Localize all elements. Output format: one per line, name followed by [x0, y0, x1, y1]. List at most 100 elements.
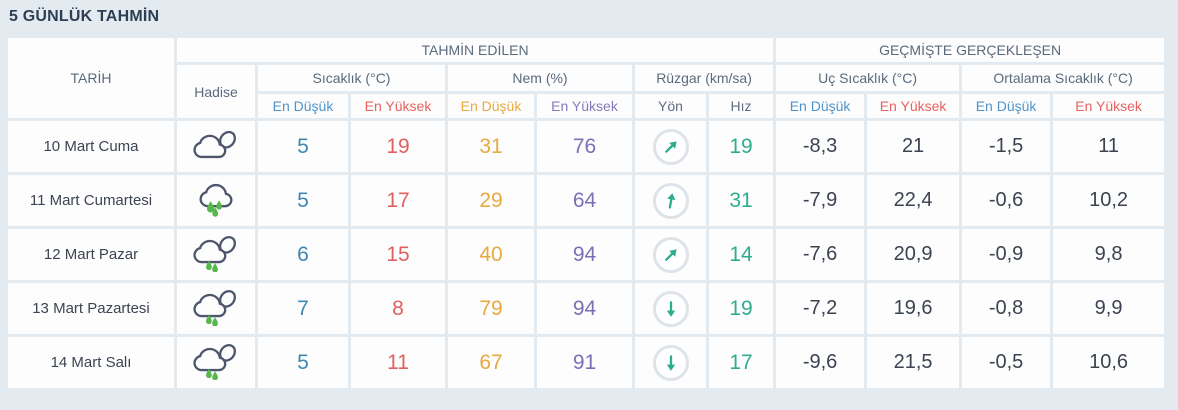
date-cell: 10 Mart Cuma [8, 121, 174, 172]
subheader-average-min: En Düşük [962, 94, 1051, 118]
weather-icon [193, 287, 239, 326]
wind-direction-icon [652, 182, 689, 219]
average-max-cell: 10,2 [1053, 175, 1165, 226]
table-row: 13 Mart Pazartesi 7 8 79 94 19 -7,2 19,6… [8, 283, 1165, 334]
humidity-max-cell: 76 [537, 121, 632, 172]
humidity-min-cell: 29 [448, 175, 534, 226]
forecast-table: TARİH TAHMİN EDİLEN GEÇMİŞTE GERÇEKLEŞEN… [5, 35, 1167, 391]
humidity-min-cell: 67 [448, 337, 534, 388]
column-header-humidity: Nem (%) [448, 65, 632, 91]
subheader-wind-direction: Yön [635, 94, 706, 118]
weather-condition-cell [177, 229, 255, 280]
wind-direction-cell [635, 121, 706, 172]
wind-direction-icon [652, 236, 689, 273]
wind-speed-cell: 31 [709, 175, 774, 226]
temp-min-cell: 6 [258, 229, 348, 280]
average-max-cell: 11 [1053, 121, 1165, 172]
subheader-humidity-min: En Düşük [448, 94, 534, 118]
subheader-humidity-max: En Yüksek [537, 94, 632, 118]
group-header-predicted: TAHMİN EDİLEN [177, 38, 774, 62]
average-min-cell: -0,8 [962, 283, 1051, 334]
extreme-min-cell: -7,6 [776, 229, 865, 280]
wind-direction-cell [635, 337, 706, 388]
table-row: 10 Mart Cuma 5 19 31 76 19 -8,3 21 -1,5 [8, 121, 1165, 172]
average-max-cell: 9,8 [1053, 229, 1165, 280]
average-min-cell: -0,9 [962, 229, 1051, 280]
column-header-extreme-temperature: Uç Sıcaklık (°C) [776, 65, 960, 91]
wind-speed-cell: 19 [709, 283, 774, 334]
humidity-min-cell: 31 [448, 121, 534, 172]
forecast-panel: 5 GÜNLÜK TAHMİN TARİH TAHMİN EDİLEN GEÇM… [5, 8, 1167, 391]
humidity-max-cell: 64 [537, 175, 632, 226]
date-cell: 13 Mart Pazartesi [8, 283, 174, 334]
wind-direction-icon [652, 128, 689, 165]
column-header-temperature: Sıcaklık (°C) [258, 65, 445, 91]
cloudy-rainy-icon [193, 289, 236, 326]
date-cell: 11 Mart Cumartesi [8, 175, 174, 226]
humidity-min-cell: 40 [448, 229, 534, 280]
average-min-cell: -0,5 [962, 337, 1051, 388]
date-cell: 12 Mart Pazar [8, 229, 174, 280]
temp-max-cell: 8 [351, 283, 445, 334]
humidity-max-cell: 91 [537, 337, 632, 388]
temp-max-cell: 15 [351, 229, 445, 280]
average-min-cell: -0,6 [962, 175, 1051, 226]
average-min-cell: -1,5 [962, 121, 1051, 172]
humidity-min-cell: 79 [448, 283, 534, 334]
weather-condition-cell [177, 337, 255, 388]
temp-max-cell: 11 [351, 337, 445, 388]
extreme-min-cell: -7,2 [776, 283, 865, 334]
weather-icon [193, 179, 239, 218]
subheader-wind-speed: Hız [709, 94, 774, 118]
temp-max-cell: 19 [351, 121, 445, 172]
table-row: 14 Mart Salı 5 11 67 91 17 -9,6 21,5 -0,… [8, 337, 1165, 388]
wind-direction-icon [652, 290, 689, 327]
subheader-temp-max: En Yüksek [351, 94, 445, 118]
extreme-max-cell: 22,4 [867, 175, 960, 226]
humidity-max-cell: 94 [537, 229, 632, 280]
subheader-extreme-max: En Yüksek [867, 94, 960, 118]
extreme-max-cell: 21,5 [867, 337, 960, 388]
average-max-cell: 9,9 [1053, 283, 1165, 334]
wind-direction-icon [652, 344, 689, 381]
rainy-icon [199, 183, 233, 217]
date-cell: 14 Mart Salı [8, 337, 174, 388]
column-header-condition: Hadise [177, 65, 255, 118]
subheader-extreme-min: En Düşük [776, 94, 865, 118]
extreme-max-cell: 20,9 [867, 229, 960, 280]
temp-min-cell: 5 [258, 121, 348, 172]
humidity-max-cell: 94 [537, 283, 632, 334]
page-title: 5 GÜNLÜK TAHMİN [9, 8, 160, 25]
wind-speed-cell: 17 [709, 337, 774, 388]
subheader-temp-min: En Düşük [258, 94, 348, 118]
extreme-max-cell: 21 [867, 121, 960, 172]
weather-icon [193, 128, 239, 161]
temp-min-cell: 5 [258, 175, 348, 226]
column-header-average-temperature: Ortalama Sıcaklık (°C) [962, 65, 1165, 91]
weather-condition-cell [177, 121, 255, 172]
wind-direction-cell [635, 175, 706, 226]
temp-max-cell: 17 [351, 175, 445, 226]
partly-cloudy-icon [193, 130, 236, 158]
wind-direction-cell [635, 283, 706, 334]
weather-icon [193, 233, 239, 272]
column-header-date: TARİH [8, 38, 174, 118]
temp-min-cell: 5 [258, 337, 348, 388]
column-header-wind: Rüzgar (km/sa) [635, 65, 774, 91]
cloudy-rainy-icon [193, 343, 236, 380]
table-row: 12 Mart Pazar 6 15 40 94 14 -7,6 20,9 -0… [8, 229, 1165, 280]
extreme-min-cell: -9,6 [776, 337, 865, 388]
group-header-past-actual: GEÇMİŞTE GERÇEKLEŞEN [776, 38, 1165, 62]
weather-condition-cell [177, 283, 255, 334]
temp-min-cell: 7 [258, 283, 348, 334]
wind-speed-cell: 19 [709, 121, 774, 172]
weather-condition-cell [177, 175, 255, 226]
table-row: 11 Mart Cumartesi 5 17 29 64 31 -7,9 22,… [8, 175, 1165, 226]
extreme-min-cell: -7,9 [776, 175, 865, 226]
subheader-average-max: En Yüksek [1053, 94, 1165, 118]
cloudy-rainy-icon [193, 235, 236, 272]
wind-direction-cell [635, 229, 706, 280]
weather-icon [193, 341, 239, 380]
extreme-min-cell: -8,3 [776, 121, 865, 172]
extreme-max-cell: 19,6 [867, 283, 960, 334]
